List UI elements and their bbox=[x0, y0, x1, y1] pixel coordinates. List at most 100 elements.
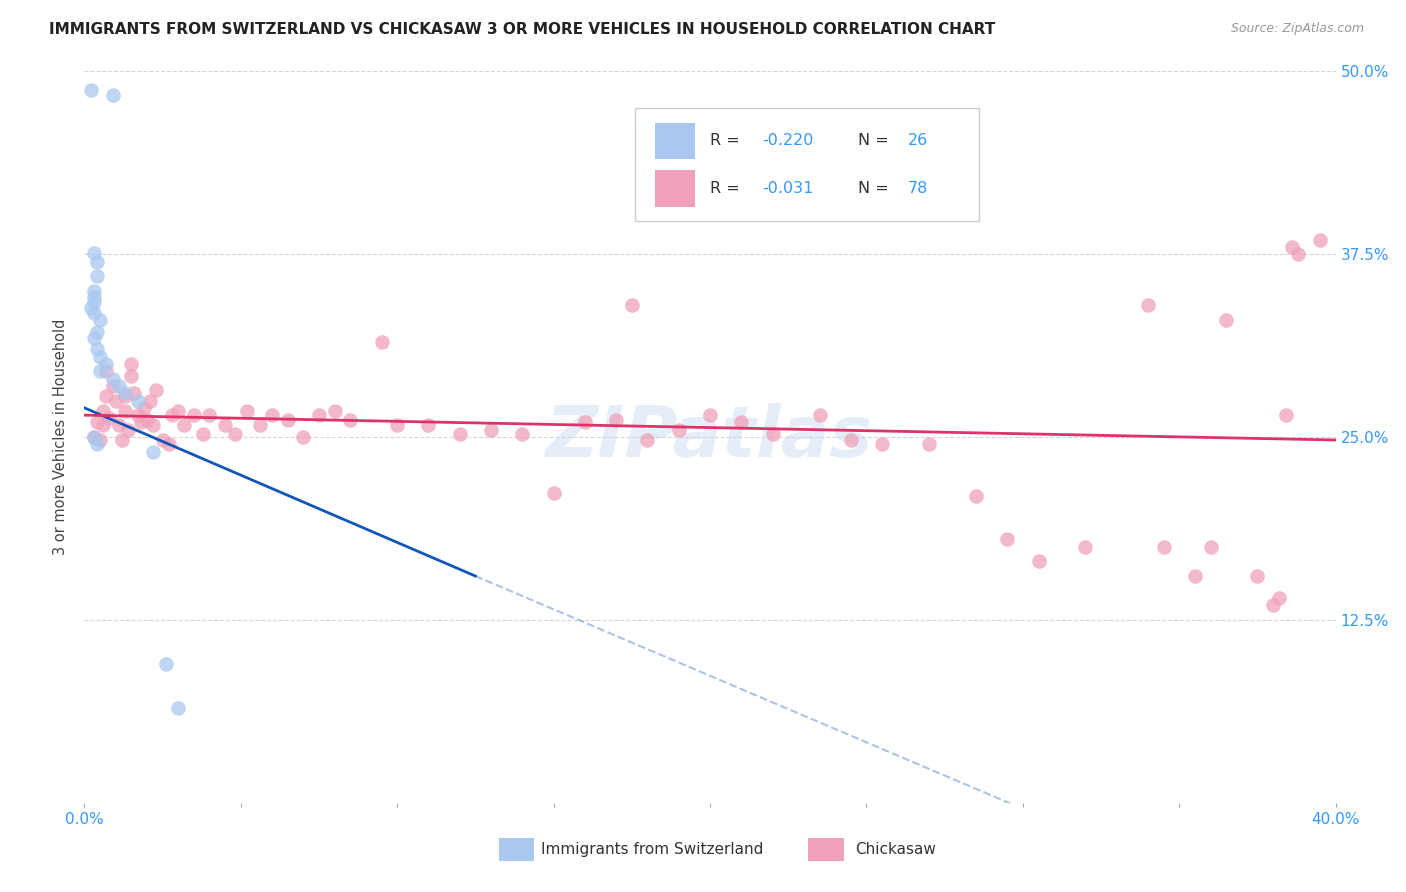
Point bbox=[86, 437, 108, 451]
Point bbox=[101, 87, 124, 102]
FancyBboxPatch shape bbox=[636, 108, 979, 221]
Point bbox=[152, 433, 174, 447]
Point bbox=[479, 423, 502, 437]
Point bbox=[139, 393, 162, 408]
Point bbox=[418, 418, 440, 433]
Point bbox=[117, 423, 139, 437]
Point bbox=[262, 408, 284, 422]
Point bbox=[1074, 540, 1097, 554]
Point bbox=[167, 403, 190, 417]
Text: 26: 26 bbox=[908, 133, 928, 148]
Point bbox=[114, 389, 136, 403]
Point bbox=[86, 269, 108, 284]
Point bbox=[1136, 298, 1159, 312]
Point bbox=[114, 386, 136, 401]
Point bbox=[142, 444, 165, 458]
Point bbox=[155, 657, 177, 671]
Point bbox=[193, 427, 215, 442]
Point bbox=[96, 389, 118, 403]
Point bbox=[107, 418, 129, 433]
Point bbox=[308, 408, 330, 422]
Point bbox=[214, 418, 236, 433]
Point bbox=[512, 427, 534, 442]
Point bbox=[79, 301, 101, 316]
Point bbox=[104, 393, 127, 408]
Point bbox=[183, 408, 205, 422]
Point bbox=[83, 306, 105, 320]
Point bbox=[637, 433, 659, 447]
Point bbox=[89, 433, 111, 447]
Point bbox=[83, 245, 105, 260]
Point bbox=[145, 384, 167, 398]
Point bbox=[101, 371, 124, 385]
Text: -0.031: -0.031 bbox=[762, 181, 814, 196]
Point bbox=[543, 485, 565, 500]
Point bbox=[91, 403, 114, 417]
Point bbox=[277, 412, 299, 426]
Point bbox=[995, 533, 1018, 547]
Point bbox=[98, 411, 121, 425]
Point bbox=[323, 403, 346, 417]
Point bbox=[1199, 540, 1222, 554]
Point bbox=[89, 364, 111, 378]
Point bbox=[699, 408, 721, 422]
Text: N =: N = bbox=[858, 133, 894, 148]
Point bbox=[385, 418, 409, 433]
Point bbox=[167, 700, 190, 714]
Text: R =: R = bbox=[710, 181, 745, 196]
Point bbox=[91, 418, 114, 433]
Point bbox=[762, 427, 785, 442]
Point bbox=[83, 430, 105, 444]
Point bbox=[86, 416, 108, 430]
Point bbox=[224, 427, 246, 442]
Text: N =: N = bbox=[858, 181, 894, 196]
Point bbox=[1028, 554, 1050, 568]
Point bbox=[111, 433, 134, 447]
Point bbox=[107, 379, 129, 393]
Point bbox=[808, 408, 831, 422]
Point bbox=[965, 489, 987, 503]
Point bbox=[142, 418, 165, 433]
Point bbox=[114, 403, 136, 417]
Point bbox=[1215, 313, 1237, 327]
Point bbox=[101, 379, 124, 393]
Point bbox=[1274, 408, 1296, 422]
Point bbox=[370, 334, 392, 349]
Point bbox=[249, 418, 271, 433]
Point bbox=[160, 408, 183, 422]
Point bbox=[83, 290, 105, 304]
Point bbox=[574, 416, 596, 430]
Point bbox=[89, 350, 111, 364]
Text: Immigrants from Switzerland: Immigrants from Switzerland bbox=[541, 842, 763, 856]
FancyBboxPatch shape bbox=[655, 170, 695, 207]
Point bbox=[839, 433, 862, 447]
Point bbox=[157, 437, 180, 451]
Point bbox=[83, 430, 105, 444]
FancyBboxPatch shape bbox=[655, 122, 695, 159]
Point bbox=[198, 408, 221, 422]
Text: IMMIGRANTS FROM SWITZERLAND VS CHICKASAW 3 OR MORE VEHICLES IN HOUSEHOLD CORRELA: IMMIGRANTS FROM SWITZERLAND VS CHICKASAW… bbox=[49, 22, 995, 37]
Point bbox=[83, 330, 105, 344]
Point bbox=[86, 325, 108, 339]
Text: 78: 78 bbox=[908, 181, 928, 196]
Point bbox=[79, 83, 101, 97]
Y-axis label: 3 or more Vehicles in Household: 3 or more Vehicles in Household bbox=[53, 319, 69, 555]
Point bbox=[120, 368, 142, 383]
Point bbox=[870, 437, 893, 451]
Point bbox=[668, 423, 690, 437]
Point bbox=[1184, 569, 1206, 583]
Point bbox=[1286, 247, 1309, 261]
Point bbox=[132, 401, 155, 415]
Point bbox=[86, 254, 108, 268]
Point bbox=[918, 437, 941, 451]
Point bbox=[730, 416, 752, 430]
Point bbox=[96, 357, 118, 371]
Point bbox=[96, 364, 118, 378]
Point bbox=[1268, 591, 1291, 605]
Point bbox=[83, 295, 105, 310]
Point bbox=[136, 412, 159, 426]
Point bbox=[89, 313, 111, 327]
Point bbox=[1246, 569, 1268, 583]
Point bbox=[1153, 540, 1175, 554]
Point bbox=[236, 403, 259, 417]
